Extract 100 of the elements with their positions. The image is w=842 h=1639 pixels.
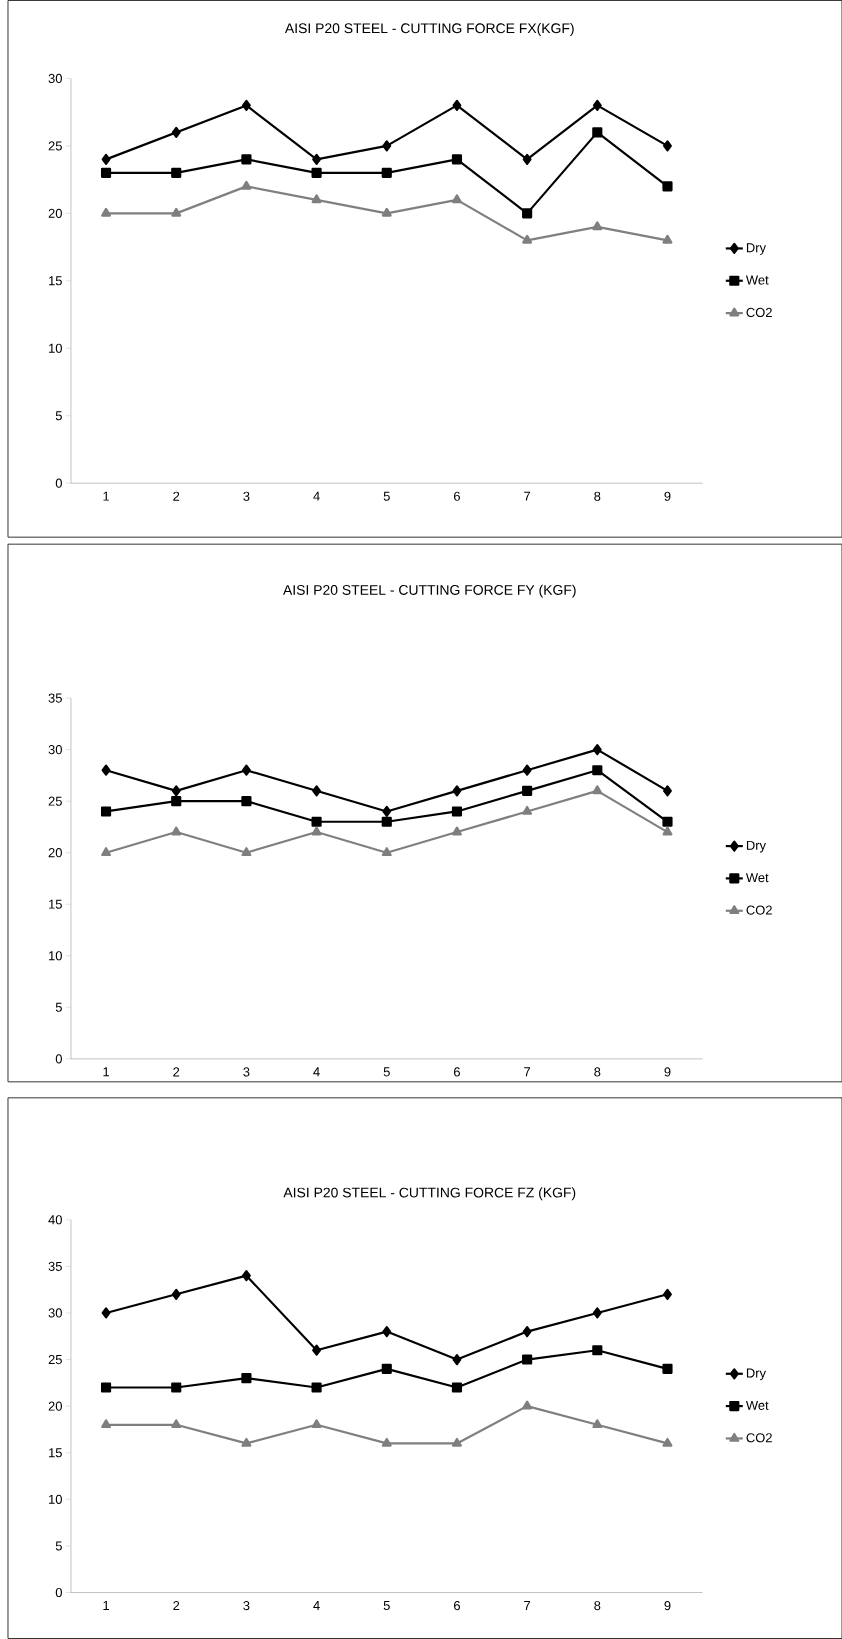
point: [101, 153, 111, 165]
y-tick-label: 25: [48, 141, 62, 151]
y-tick-label: 25: [48, 1354, 62, 1365]
x-tick-label: 5: [383, 1067, 390, 1077]
x-tick-label: 6: [453, 1067, 460, 1077]
point: [592, 1307, 602, 1319]
point: [171, 785, 181, 797]
y-tick-label: 0: [55, 1054, 62, 1064]
x-tick-label: 6: [453, 491, 460, 501]
point: [451, 826, 462, 836]
chart-title: AISI P20 STEEL - CUTTING FORCE FZ (KGF): [283, 1187, 576, 1201]
point: [100, 207, 111, 217]
point: [662, 140, 672, 152]
point: [241, 1373, 252, 1384]
point: [662, 181, 673, 192]
y-tick-label: 20: [48, 1401, 62, 1411]
point: [382, 140, 391, 152]
point: [311, 1382, 322, 1393]
point: [662, 1437, 673, 1447]
point: [170, 167, 182, 178]
point: [521, 1354, 532, 1365]
point: [241, 154, 252, 165]
point: [381, 1363, 392, 1374]
point: [170, 796, 182, 807]
y-tick-label: 15: [48, 276, 62, 286]
y-tick-label: 30: [48, 73, 62, 84]
x-tick-label: 8: [594, 1601, 601, 1611]
point: [452, 99, 462, 111]
point: [241, 764, 251, 776]
x-tick-label: 1: [103, 491, 109, 501]
point: [100, 1382, 111, 1393]
point: [100, 806, 111, 817]
point: [241, 847, 252, 857]
point: [592, 785, 603, 795]
y-tick-label: 30: [48, 745, 62, 755]
y-tick-label: 25: [48, 796, 62, 806]
x-tick-label: 8: [594, 491, 601, 501]
point: [381, 816, 392, 827]
legend-label: Dry: [746, 243, 766, 255]
x-tick-label: 9: [664, 491, 671, 501]
point: [100, 847, 111, 857]
y-tick-label: 10: [48, 951, 62, 961]
point: [452, 785, 462, 797]
y-tick-label: 30: [48, 1308, 62, 1318]
x-tick-label: 5: [383, 1601, 390, 1611]
x-tick-label: 4: [313, 1067, 320, 1077]
y-tick-label: 5: [55, 411, 62, 421]
point: [381, 167, 392, 178]
point: [381, 1437, 392, 1447]
y-tick-label: 35: [48, 693, 62, 703]
point: [592, 221, 603, 231]
x-tick-label: 9: [664, 1067, 671, 1077]
point: [311, 816, 322, 827]
point: [662, 1288, 672, 1300]
chart-title: AISI P20 STEEL - CUTTING FORCE FY (KGF): [282, 584, 576, 598]
point: [592, 744, 602, 756]
x-tick-label: 7: [523, 1067, 530, 1077]
legend-label: CO2: [746, 307, 772, 318]
point: [592, 99, 602, 111]
point: [662, 826, 673, 836]
point: [241, 1270, 251, 1282]
point: [311, 785, 321, 797]
x-tick-label: 3: [243, 1601, 250, 1611]
x-tick-label: 4: [313, 1601, 320, 1610]
y-tick-label: 20: [48, 848, 62, 858]
point: [381, 847, 392, 857]
point: [100, 167, 111, 178]
y-tick-label: 0: [55, 478, 62, 488]
point: [170, 1382, 182, 1393]
point: [522, 764, 532, 776]
x-tick-label: 5: [383, 491, 390, 501]
point: [171, 826, 181, 836]
point: [521, 1400, 532, 1410]
point: [101, 1307, 111, 1319]
point: [662, 234, 673, 244]
x-tick-label: 7: [523, 1601, 530, 1610]
point: [591, 127, 603, 138]
point: [451, 1382, 462, 1393]
point: [451, 154, 462, 165]
x-tick-label: 7: [523, 491, 530, 501]
y-tick-label: 40: [48, 1215, 62, 1225]
point: [522, 1326, 532, 1338]
y-tick-label: 35: [48, 1261, 62, 1271]
y-tick-label: 5: [55, 1541, 62, 1551]
point: [451, 1437, 462, 1447]
y-tick-label: 10: [48, 1494, 62, 1504]
x-tick-label: 1: [103, 1601, 109, 1610]
x-tick-label: 2: [173, 1601, 179, 1611]
y-tick-label: 20: [48, 208, 62, 218]
point: [171, 207, 181, 217]
legend-label: Dry: [746, 1368, 766, 1381]
point: [522, 153, 532, 165]
x-tick-label: 3: [243, 491, 250, 501]
point: [591, 765, 603, 776]
chart-title: AISI P20 STEEL - CUTTING FORCE FX(KGF): [284, 22, 574, 36]
x-tick-label: 8: [594, 1067, 601, 1077]
point: [521, 234, 532, 244]
x-tick-label: 9: [664, 1601, 671, 1611]
legend-label: Dry: [746, 840, 766, 853]
point: [171, 1288, 181, 1300]
